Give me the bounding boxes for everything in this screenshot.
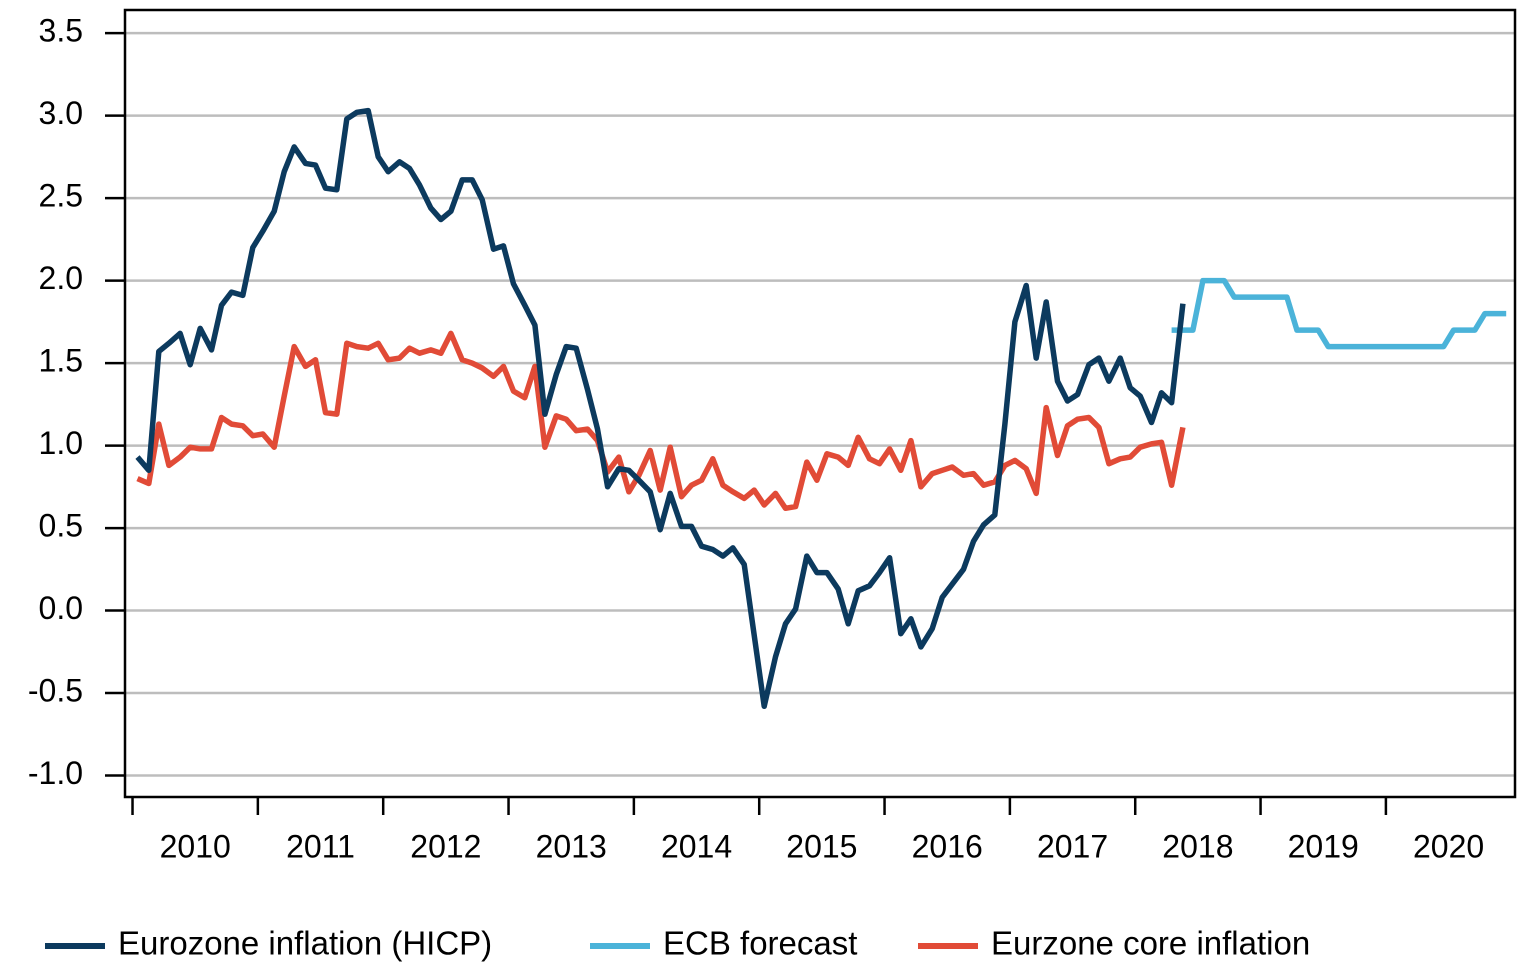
y-tick-label: 2.0 — [39, 260, 83, 296]
x-tick-label: 2016 — [912, 828, 983, 864]
legend-label: Eurozone inflation (HICP) — [118, 925, 492, 962]
y-tick-label: -0.5 — [28, 673, 83, 709]
x-tick-label: 2012 — [410, 828, 481, 864]
y-tick-label: -1.0 — [28, 755, 83, 791]
y-tick-label: 3.5 — [39, 13, 83, 49]
y-tick-label: 1.0 — [39, 425, 83, 461]
x-tick-label: 2017 — [1037, 828, 1108, 864]
x-tick-label: 2013 — [536, 828, 607, 864]
x-tick-label: 2011 — [286, 828, 355, 864]
x-tick-label: 2019 — [1288, 828, 1359, 864]
x-tick-label: 2010 — [160, 828, 231, 864]
y-tick-label: 0.5 — [39, 508, 83, 544]
y-tick-label: 0.0 — [39, 590, 83, 626]
plot-frame — [123, 8, 1517, 799]
y-tick-label: 3.0 — [39, 95, 83, 131]
series-line — [136, 330, 1186, 512]
x-tick-label: 2014 — [661, 828, 732, 864]
legend: Eurozone inflation (HICP) ECB forecast Eur… — [45, 925, 1310, 962]
series-line — [1171, 277, 1507, 350]
y-tick-label: 2.5 — [39, 178, 83, 214]
series-line — [135, 107, 1186, 710]
x-tick-label: 2018 — [1162, 828, 1233, 864]
x-tick-label: 2020 — [1413, 828, 1484, 864]
x-tick-label: 2015 — [786, 828, 857, 864]
legend-label: ECB forecast — [663, 925, 857, 962]
y-tick-label: 1.5 — [39, 343, 83, 379]
legend-label: Eurzone core inflation — [991, 925, 1310, 962]
